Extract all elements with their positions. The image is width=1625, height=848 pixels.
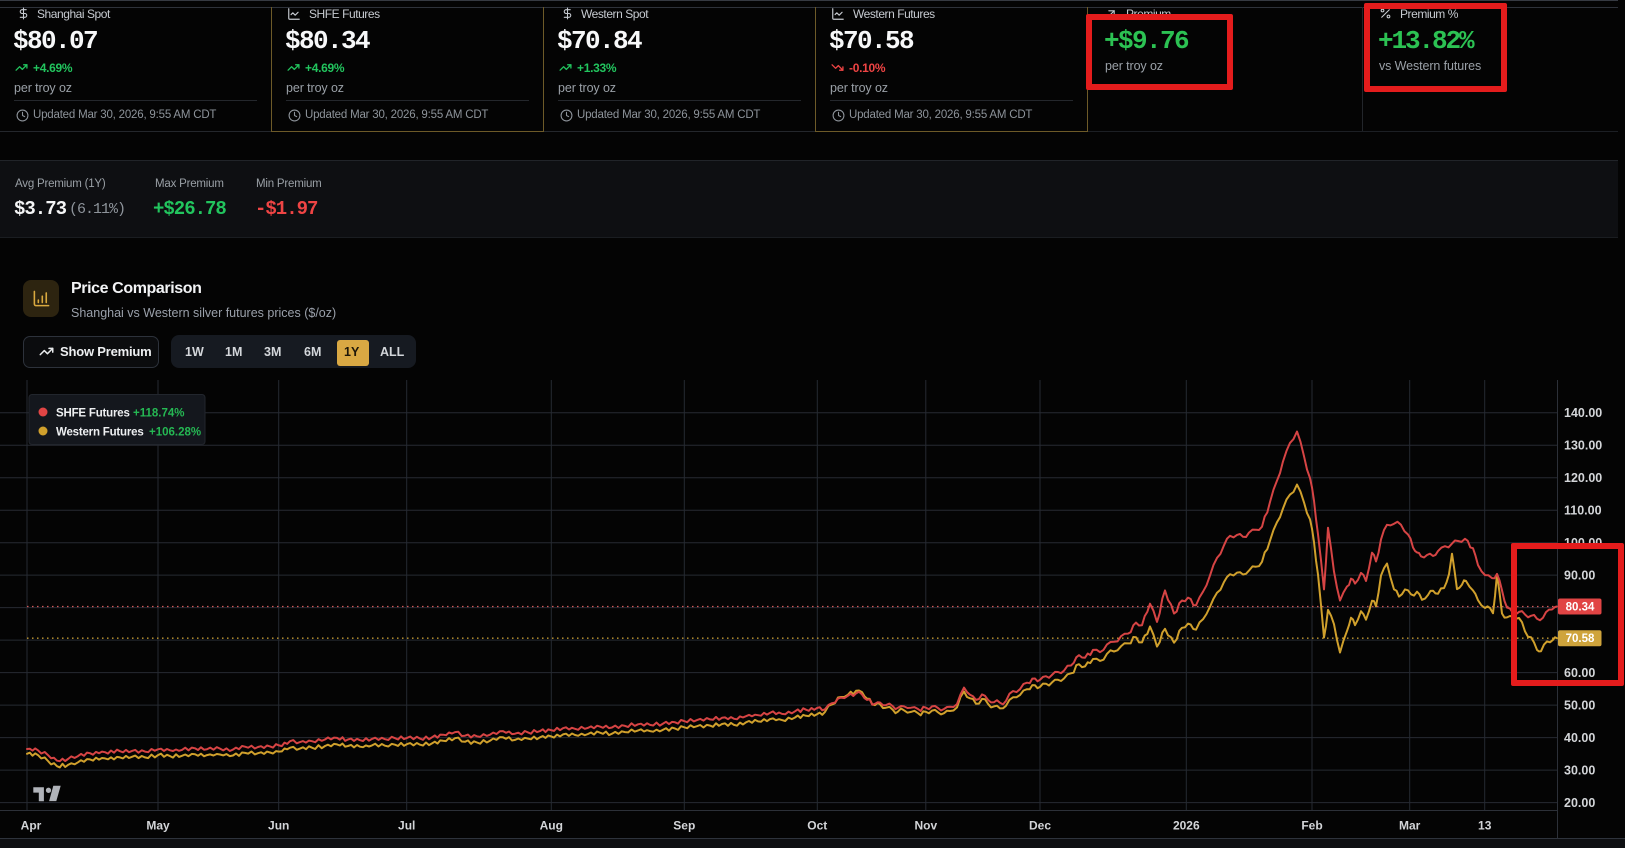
- svg-text:50.00: 50.00: [1564, 698, 1595, 712]
- svg-text:13: 13: [1478, 819, 1492, 833]
- svg-text:90.00: 90.00: [1564, 568, 1595, 582]
- svg-text:30.00: 30.00: [1564, 763, 1595, 777]
- svg-text:SHFE Futures: SHFE Futures: [56, 408, 130, 420]
- svg-text:Feb: Feb: [1301, 819, 1322, 833]
- svg-text:+106.28%: +106.28%: [149, 427, 201, 439]
- svg-text:Aug: Aug: [540, 819, 563, 833]
- svg-text:Dec: Dec: [1029, 819, 1051, 833]
- svg-text:80.34: 80.34: [1566, 602, 1595, 614]
- svg-text:May: May: [146, 819, 170, 833]
- svg-text:2026: 2026: [1173, 819, 1200, 833]
- svg-text:Jun: Jun: [268, 819, 289, 833]
- svg-text:110.00: 110.00: [1564, 503, 1602, 517]
- svg-text:Mar: Mar: [1399, 819, 1421, 833]
- svg-text:Oct: Oct: [807, 819, 827, 833]
- svg-text:20.00: 20.00: [1564, 796, 1595, 810]
- svg-text:140.00: 140.00: [1564, 406, 1602, 420]
- svg-text:Sep: Sep: [673, 819, 695, 833]
- svg-text:Apr: Apr: [21, 819, 42, 833]
- svg-text:120.00: 120.00: [1564, 471, 1602, 485]
- svg-text:Nov: Nov: [914, 819, 937, 833]
- svg-text:70.58: 70.58: [1566, 633, 1595, 645]
- svg-text:60.00: 60.00: [1564, 666, 1595, 680]
- svg-text:+118.74%: +118.74%: [133, 408, 184, 420]
- svg-text:40.00: 40.00: [1564, 731, 1595, 745]
- svg-text:130.00: 130.00: [1564, 438, 1602, 452]
- svg-text:Jul: Jul: [398, 819, 415, 833]
- svg-text:Western Futures: Western Futures: [56, 427, 144, 439]
